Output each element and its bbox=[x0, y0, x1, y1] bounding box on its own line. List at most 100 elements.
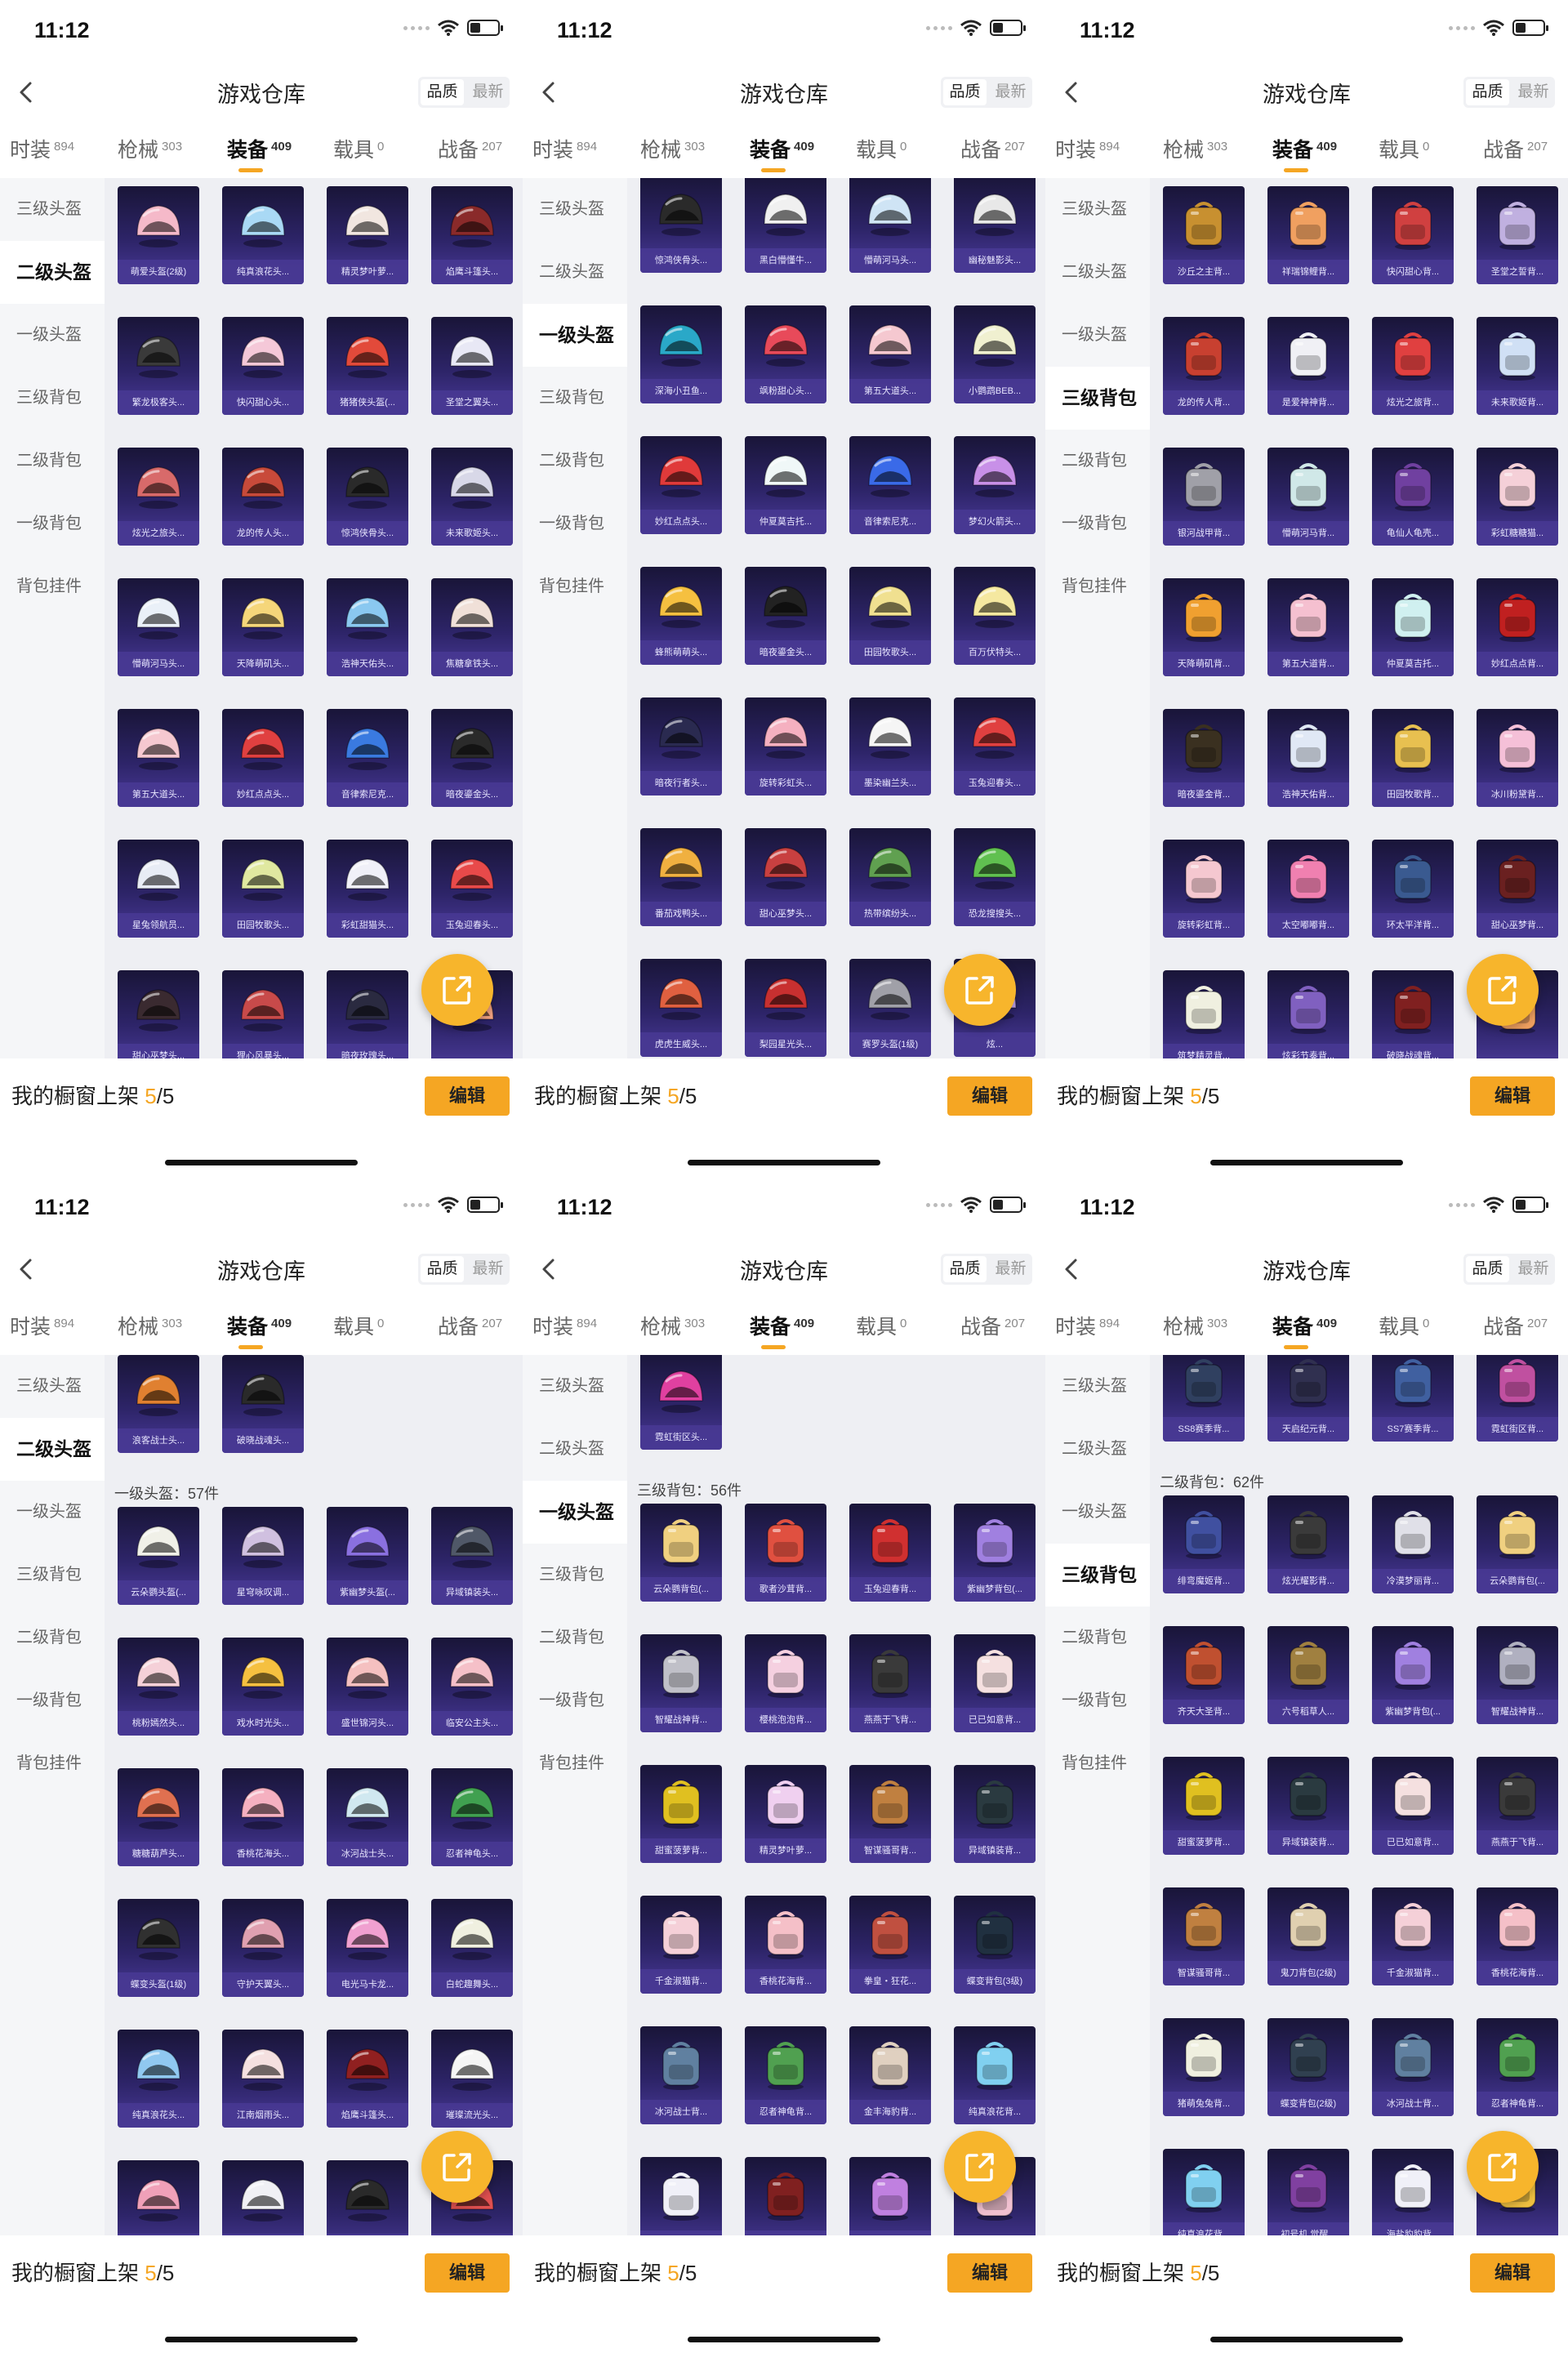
item-card[interactable]: 音律索尼克... bbox=[849, 436, 931, 534]
item-card[interactable]: 星兔领航员... bbox=[118, 840, 199, 938]
sidebar-item-helmet-3[interactable]: 三级头盔 bbox=[539, 1377, 604, 1395]
item-card[interactable]: 太空嘟嘟背... bbox=[1267, 840, 1349, 938]
tab-vehicles[interactable]: 载具 0 bbox=[856, 1311, 906, 1340]
sidebar-item-pendant[interactable]: 背包挂件 bbox=[1062, 577, 1127, 595]
item-card[interactable]: 圣堂之翼头... bbox=[431, 317, 513, 415]
tab-fashion[interactable]: 时装 894 bbox=[1055, 1311, 1120, 1340]
sidebar-item-pendant[interactable]: 背包挂件 bbox=[16, 1754, 82, 1772]
item-card[interactable]: 热带缤纷头... bbox=[849, 828, 931, 926]
sidebar-item-helmet-1[interactable]: 一级头盔 bbox=[16, 1503, 82, 1521]
item-card[interactable]: 浪客战士头... bbox=[118, 1355, 199, 1453]
item-card[interactable]: 纯真浪花头... bbox=[118, 2030, 199, 2128]
item-card[interactable]: 异域镇装背... bbox=[1267, 1757, 1349, 1855]
item-card[interactable]: 音律索尼克... bbox=[327, 709, 408, 807]
edit-button[interactable]: 编辑 bbox=[1470, 1076, 1555, 1116]
sidebar-item-helmet-2[interactable]: 二级头盔 bbox=[1062, 263, 1127, 281]
tab-fashion[interactable]: 时装 894 bbox=[1055, 134, 1120, 163]
share-fab[interactable] bbox=[421, 954, 493, 1026]
sort-latest-button[interactable]: 最新 bbox=[995, 1260, 1027, 1277]
item-card[interactable]: 冰河战士头... bbox=[327, 1768, 408, 1866]
item-card[interactable]: 快闪甜心头... bbox=[118, 2160, 199, 2235]
item-card[interactable]: 第五大道背... bbox=[1267, 578, 1349, 676]
item-card[interactable]: 玉兔迎春背... bbox=[849, 1504, 931, 1602]
sidebar-item-helmet-3[interactable]: 三级头盔 bbox=[539, 200, 604, 218]
item-card[interactable]: 智耀战神背... bbox=[640, 1634, 722, 1732]
sidebar-item-backpack-2[interactable]: 二级背包 bbox=[539, 452, 604, 470]
tab-equipment[interactable]: 装备 409 bbox=[1272, 134, 1337, 163]
sidebar-item-helmet-1[interactable]: 一级头盔 bbox=[1062, 326, 1127, 344]
item-card[interactable]: 玉兔迎春头... bbox=[431, 840, 513, 938]
item-card[interactable]: 惊鸿侠骨头... bbox=[640, 178, 722, 273]
sidebar-item-pendant[interactable]: 背包挂件 bbox=[539, 577, 604, 595]
share-fab[interactable] bbox=[1467, 954, 1539, 1026]
item-card[interactable]: 香桃花海头... bbox=[222, 1768, 304, 1866]
item-card[interactable]: 暗夜鎏金背... bbox=[1163, 709, 1245, 807]
item-card[interactable]: 圣堂之誓头... bbox=[222, 2160, 304, 2235]
item-card[interactable]: 香桃花海背... bbox=[745, 1896, 826, 1994]
tab-weapons[interactable]: 枪械 303 bbox=[1163, 1311, 1227, 1340]
chevron-left-icon[interactable] bbox=[1060, 80, 1083, 105]
sidebar-item-backpack-2[interactable]: 二级背包 bbox=[1062, 1629, 1127, 1647]
item-card[interactable]: 小鹦鹉BEB... bbox=[954, 305, 1036, 403]
item-card[interactable]: 海盐豹豹背... bbox=[1372, 2149, 1454, 2235]
sidebar-item-backpack-1[interactable]: 一级背包 bbox=[1062, 1691, 1127, 1709]
sidebar-item-backpack-1[interactable]: 一级背包 bbox=[1062, 515, 1127, 533]
edit-button[interactable]: 编辑 bbox=[425, 1076, 510, 1116]
item-card[interactable]: 电光马卡龙... bbox=[327, 1899, 408, 1997]
tab-fashion[interactable]: 时装 894 bbox=[10, 1311, 74, 1340]
item-card[interactable]: 炫彩节奏背... bbox=[1267, 970, 1349, 1058]
item-card[interactable]: 焰鹰斗篷头... bbox=[431, 186, 513, 284]
item-card[interactable]: 纯真浪花头... bbox=[222, 186, 304, 284]
sidebar-item-helmet-1[interactable]: 一级头盔 bbox=[1062, 1503, 1127, 1521]
tab-supplies[interactable]: 战备 207 bbox=[960, 134, 1025, 163]
item-card[interactable]: 甜心巫梦头... bbox=[118, 970, 199, 1058]
item-card[interactable]: 蝶变头盔(1级) bbox=[118, 1899, 199, 1997]
sidebar-item-backpack-3[interactable]: 三级背包 bbox=[16, 1566, 82, 1584]
item-card[interactable]: 星穹咏叹调... bbox=[222, 1507, 304, 1605]
item-card[interactable]: 懵萌河马头... bbox=[118, 578, 199, 676]
sidebar-item-helmet-3[interactable]: 三级头盔 bbox=[16, 1377, 82, 1395]
item-card[interactable]: 祥瑞锦鲤背... bbox=[1267, 186, 1349, 284]
tab-fashion[interactable]: 时装 894 bbox=[10, 134, 74, 163]
sidebar-item-helmet-3[interactable]: 三级头盔 bbox=[16, 200, 82, 218]
item-card[interactable]: 繁龙极客头... bbox=[118, 317, 199, 415]
item-card[interactable]: 糖糖葫芦头... bbox=[118, 1768, 199, 1866]
item-card[interactable]: 云朵鹦头盔(... bbox=[118, 1507, 199, 1605]
edit-button[interactable]: 编辑 bbox=[425, 2253, 510, 2293]
item-card[interactable]: 破晓战魂头... bbox=[222, 1355, 304, 1453]
item-card[interactable]: 狸心风暴头... bbox=[222, 970, 304, 1058]
edit-button[interactable]: 编辑 bbox=[947, 1076, 1032, 1116]
sidebar-item-helmet-1[interactable]: 一级头盔 bbox=[523, 304, 627, 367]
item-card[interactable]: 暗夜玫瑰头... bbox=[327, 970, 408, 1058]
item-card[interactable]: 梦幻火箭头... bbox=[954, 436, 1036, 534]
item-card[interactable]: 鬼刀背包(2级) bbox=[1267, 1887, 1349, 1985]
item-card[interactable]: 仲夏莫吉托... bbox=[1372, 578, 1454, 676]
item-card[interactable]: 银河战甲背... bbox=[1163, 448, 1245, 546]
item-card[interactable]: 虎虎生威头... bbox=[640, 959, 722, 1057]
sidebar-item-backpack-2[interactable]: 二级背包 bbox=[1062, 452, 1127, 470]
tab-vehicles[interactable]: 载具 0 bbox=[1379, 1311, 1429, 1340]
item-card[interactable]: 黑白懵懂牛... bbox=[745, 178, 826, 273]
item-card[interactable]: 龙的传人背... bbox=[1163, 317, 1245, 415]
item-card[interactable]: 初号机 觉醒... bbox=[1267, 2149, 1349, 2235]
tab-weapons[interactable]: 枪械 303 bbox=[118, 1311, 182, 1340]
item-card[interactable]: 萌爱头盔(2级) bbox=[118, 186, 199, 284]
sidebar-item-backpack-1[interactable]: 一级背包 bbox=[16, 1691, 82, 1709]
edit-button[interactable]: 编辑 bbox=[947, 2253, 1032, 2293]
item-card[interactable]: 猪萌兔兔背... bbox=[1163, 2018, 1245, 2116]
item-card[interactable]: 炫光之旅头... bbox=[118, 448, 199, 546]
item-card[interactable]: 旋转彩虹头... bbox=[745, 697, 826, 795]
item-card[interactable]: 已已如意背... bbox=[954, 1634, 1036, 1732]
item-card[interactable]: 焦糖拿铁头... bbox=[431, 578, 513, 676]
item-card[interactable]: 忍者神龟头... bbox=[431, 1768, 513, 1866]
item-card[interactable]: 暗夜鎏金头... bbox=[431, 709, 513, 807]
item-card[interactable]: 绯弯魔姬背... bbox=[1163, 1495, 1245, 1593]
item-card[interactable]: 盛世锦河头... bbox=[327, 1638, 408, 1736]
item-card[interactable]: 暗夜鎏金头... bbox=[745, 567, 826, 665]
item-card[interactable]: 璀璨流光头... bbox=[431, 2030, 513, 2128]
sidebar-item-helmet-1[interactable]: 一级头盔 bbox=[16, 326, 82, 344]
item-card[interactable]: 懵萌河马背... bbox=[1267, 448, 1349, 546]
chevron-left-icon[interactable] bbox=[1060, 1257, 1083, 1281]
item-card[interactable]: 彩虹甜猫头... bbox=[327, 840, 408, 938]
tab-vehicles[interactable]: 载具 0 bbox=[333, 1311, 384, 1340]
